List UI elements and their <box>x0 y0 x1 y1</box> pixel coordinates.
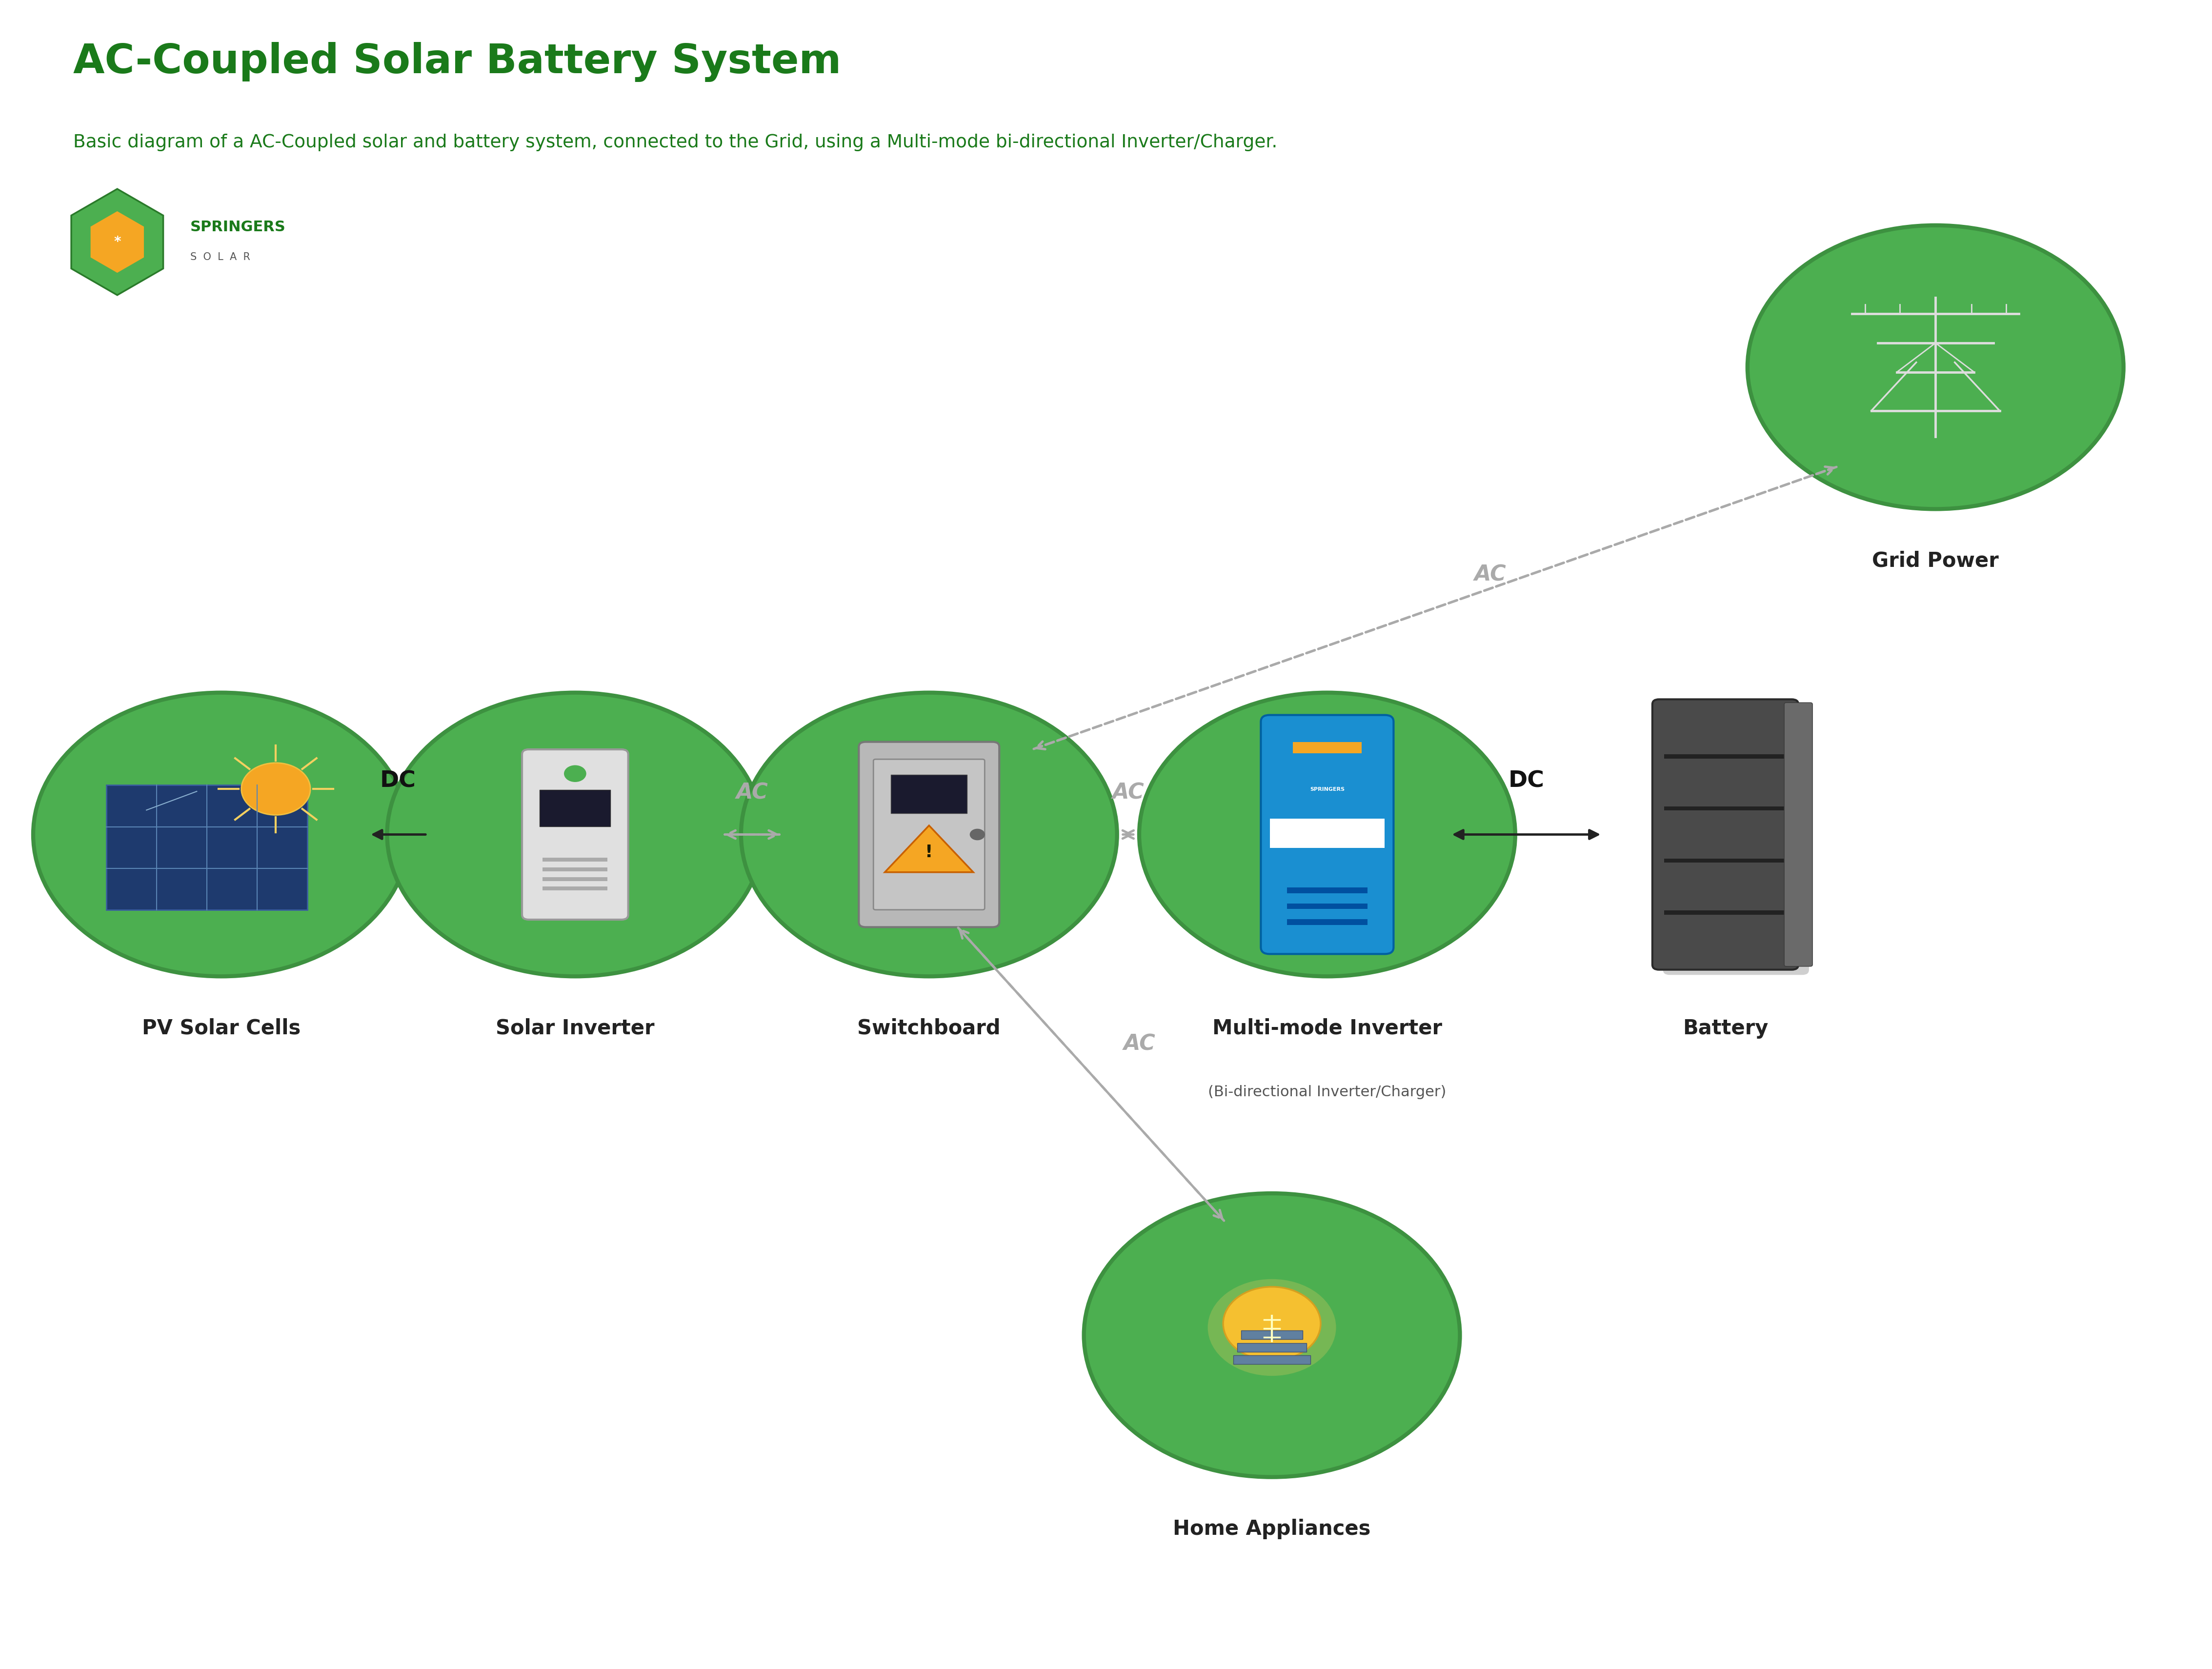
Bar <box>1234 1355 1310 1364</box>
FancyBboxPatch shape <box>1785 703 1812 966</box>
Text: Solar Inverter: Solar Inverter <box>495 1018 655 1038</box>
Text: AC: AC <box>1475 564 1506 586</box>
Circle shape <box>1084 1193 1460 1477</box>
Text: *: * <box>113 235 122 249</box>
Circle shape <box>33 693 409 976</box>
Text: Switchboard: Switchboard <box>858 1018 1000 1038</box>
Text: AC: AC <box>737 783 768 803</box>
FancyBboxPatch shape <box>1663 704 1809 975</box>
Bar <box>542 886 608 891</box>
Text: SPRINGERS: SPRINGERS <box>1310 786 1345 791</box>
Polygon shape <box>71 189 164 295</box>
Bar <box>1287 920 1367 925</box>
Circle shape <box>387 693 763 976</box>
Bar <box>1663 911 1787 915</box>
Polygon shape <box>106 784 307 910</box>
Polygon shape <box>885 826 973 873</box>
Text: AC-Coupled Solar Battery System: AC-Coupled Solar Battery System <box>73 42 841 82</box>
Bar <box>1663 858 1787 863</box>
Circle shape <box>564 764 586 783</box>
Bar <box>542 876 608 881</box>
Text: SPRINGERS: SPRINGERS <box>190 220 285 234</box>
Text: DC: DC <box>380 769 416 793</box>
Bar <box>542 868 608 871</box>
Bar <box>891 774 967 813</box>
Bar <box>1663 806 1787 811</box>
Circle shape <box>1223 1287 1321 1360</box>
Text: Grid Power: Grid Power <box>1871 551 2000 571</box>
Text: !: ! <box>925 845 933 861</box>
Circle shape <box>1747 225 2124 509</box>
Text: (Bi-directional Inverter/Charger): (Bi-directional Inverter/Charger) <box>1208 1085 1447 1098</box>
Text: Multi-mode Inverter: Multi-mode Inverter <box>1212 1018 1442 1038</box>
FancyBboxPatch shape <box>1652 699 1798 970</box>
Bar <box>1663 754 1787 758</box>
FancyBboxPatch shape <box>522 749 628 920</box>
Text: AC: AC <box>1113 783 1144 803</box>
Text: AC: AC <box>1124 1033 1157 1055</box>
Text: DC: DC <box>1509 769 1544 793</box>
Bar <box>1237 1344 1307 1352</box>
Bar <box>1287 903 1367 910</box>
Polygon shape <box>91 212 144 272</box>
Circle shape <box>1139 693 1515 976</box>
Text: Battery: Battery <box>1683 1018 1767 1038</box>
FancyBboxPatch shape <box>858 741 1000 928</box>
FancyBboxPatch shape <box>1261 714 1394 955</box>
Bar <box>1292 743 1363 753</box>
Text: Basic diagram of a AC-Coupled solar and battery system, connected to the Grid, u: Basic diagram of a AC-Coupled solar and … <box>73 134 1276 152</box>
Circle shape <box>969 829 984 840</box>
FancyBboxPatch shape <box>874 759 984 910</box>
Circle shape <box>241 763 310 814</box>
Bar <box>540 789 611 826</box>
Circle shape <box>741 693 1117 976</box>
Bar <box>1270 819 1385 848</box>
Text: Home Appliances: Home Appliances <box>1172 1519 1371 1539</box>
Bar <box>1287 888 1367 893</box>
Text: S  O  L  A  R: S O L A R <box>190 252 250 262</box>
Bar <box>1241 1330 1303 1339</box>
Text: PV Solar Cells: PV Solar Cells <box>142 1018 301 1038</box>
Circle shape <box>1208 1278 1336 1375</box>
Bar <box>542 858 608 861</box>
